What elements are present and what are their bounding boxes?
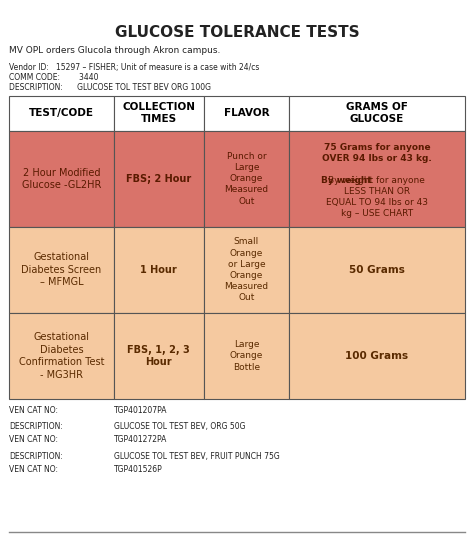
Text: 1 Hour: 1 Hour <box>140 265 177 275</box>
FancyBboxPatch shape <box>289 96 465 131</box>
Text: 50 Grams: 50 Grams <box>349 265 405 275</box>
Text: Gestational
Diabetes
Confirmation Test
- MG3HR: Gestational Diabetes Confirmation Test -… <box>19 333 104 379</box>
FancyBboxPatch shape <box>9 131 114 227</box>
Text: FBS, 1, 2, 3
Hour: FBS, 1, 2, 3 Hour <box>128 345 190 367</box>
Text: GLUCOSE TOL TEST BEV, ORG 50G: GLUCOSE TOL TEST BEV, ORG 50G <box>114 422 245 431</box>
Text: Large
Orange
Bottle: Large Orange Bottle <box>230 340 263 372</box>
Text: VEN CAT NO:: VEN CAT NO: <box>9 465 58 474</box>
Text: By weight: By weight <box>321 176 372 185</box>
FancyBboxPatch shape <box>289 313 465 399</box>
Text: MV OPL orders Glucola through Akron campus.: MV OPL orders Glucola through Akron camp… <box>9 46 221 55</box>
Text: DESCRIPTION:      GLUCOSE TOL TEST BEV ORG 100G: DESCRIPTION: GLUCOSE TOL TEST BEV ORG 10… <box>9 83 211 92</box>
FancyBboxPatch shape <box>114 131 204 227</box>
Text: Punch or
Large
Orange
Measured
Out: Punch or Large Orange Measured Out <box>224 152 269 205</box>
Text: COLLECTION
TIMES: COLLECTION TIMES <box>122 102 195 124</box>
Text: 75 Grams for anyone
OVER 94 lbs or 43 kg.: 75 Grams for anyone OVER 94 lbs or 43 kg… <box>322 143 432 163</box>
FancyBboxPatch shape <box>9 227 114 313</box>
Text: DESCRIPTION:: DESCRIPTION: <box>9 422 64 431</box>
FancyBboxPatch shape <box>114 96 204 131</box>
Text: DESCRIPTION:: DESCRIPTION: <box>9 452 64 461</box>
FancyBboxPatch shape <box>114 227 204 313</box>
Text: Vendor ID:   15297 – FISHER; Unit of measure is a case with 24/cs: Vendor ID: 15297 – FISHER; Unit of measu… <box>9 63 260 72</box>
Text: VEN CAT NO:: VEN CAT NO: <box>9 406 58 414</box>
Text: 100 Grams: 100 Grams <box>345 351 409 361</box>
FancyBboxPatch shape <box>204 131 289 227</box>
FancyBboxPatch shape <box>289 227 465 313</box>
Text: TGP401272PA: TGP401272PA <box>114 436 167 444</box>
Text: GLUCOSE TOLERANCE TESTS: GLUCOSE TOLERANCE TESTS <box>115 25 359 39</box>
FancyBboxPatch shape <box>9 313 114 399</box>
Text: TGP401526P: TGP401526P <box>114 465 163 474</box>
Text: GLUCOSE TOL TEST BEV, FRUIT PUNCH 75G: GLUCOSE TOL TEST BEV, FRUIT PUNCH 75G <box>114 452 280 461</box>
Text: VEN CAT NO:: VEN CAT NO: <box>9 436 58 444</box>
FancyBboxPatch shape <box>204 227 289 313</box>
Text: FLAVOR: FLAVOR <box>224 108 269 118</box>
Text: TGP401207PA: TGP401207PA <box>114 406 167 414</box>
Text: By weight for anyone
LESS THAN OR
EQUAL TO 94 lbs or 43
kg – USE CHART: By weight for anyone LESS THAN OR EQUAL … <box>326 176 428 218</box>
Text: Gestational
Diabetes Screen
– MFMGL: Gestational Diabetes Screen – MFMGL <box>21 252 102 287</box>
FancyBboxPatch shape <box>204 313 289 399</box>
FancyBboxPatch shape <box>289 131 465 227</box>
Text: GRAMS OF
GLUCOSE: GRAMS OF GLUCOSE <box>346 102 408 124</box>
FancyBboxPatch shape <box>114 313 204 399</box>
Text: 2 Hour Modified
Glucose -GL2HR: 2 Hour Modified Glucose -GL2HR <box>22 168 101 190</box>
Text: COMM CODE:        3440: COMM CODE: 3440 <box>9 73 99 82</box>
FancyBboxPatch shape <box>9 96 114 131</box>
FancyBboxPatch shape <box>204 96 289 131</box>
Text: FBS; 2 Hour: FBS; 2 Hour <box>126 174 191 184</box>
Text: TEST/CODE: TEST/CODE <box>29 108 94 118</box>
Text: Small
Orange
or Large
Orange
Measured
Out: Small Orange or Large Orange Measured Ou… <box>224 238 269 302</box>
